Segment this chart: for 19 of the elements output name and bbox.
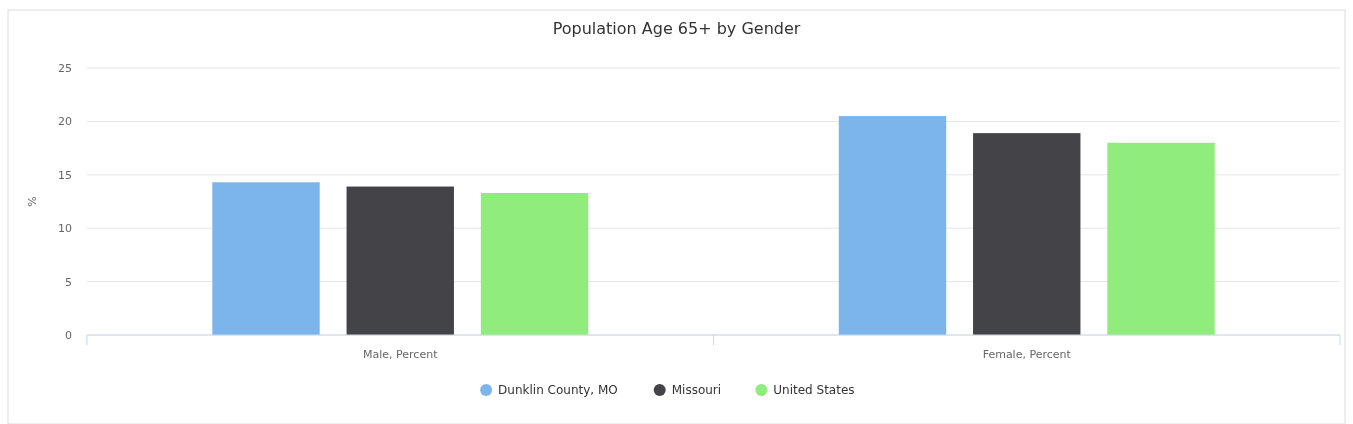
- legend-label: United States: [773, 383, 855, 397]
- x-tick-label: Male, Percent: [363, 348, 439, 361]
- legend-label: Dunklin County, MO: [498, 383, 618, 397]
- bar: [212, 182, 320, 335]
- x-tick-label: Female, Percent: [982, 348, 1072, 361]
- bar: [838, 116, 947, 335]
- bar: [1107, 142, 1215, 335]
- y-tick-label: 20: [58, 115, 72, 129]
- y-tick-label: 10: [58, 222, 72, 236]
- y-tick-label: 0: [65, 329, 72, 342]
- bar: [346, 186, 454, 335]
- y-tick-label: 5: [65, 275, 72, 289]
- y-axis-title: %: [26, 196, 39, 207]
- y-tick-label: 15: [58, 168, 72, 182]
- legend-label: Missouri: [671, 383, 722, 397]
- bar: [973, 133, 1081, 335]
- bar: [480, 192, 589, 335]
- y-tick-label: 25: [58, 62, 72, 75]
- chart-title: Population Age 65+ by Gender: [552, 19, 801, 38]
